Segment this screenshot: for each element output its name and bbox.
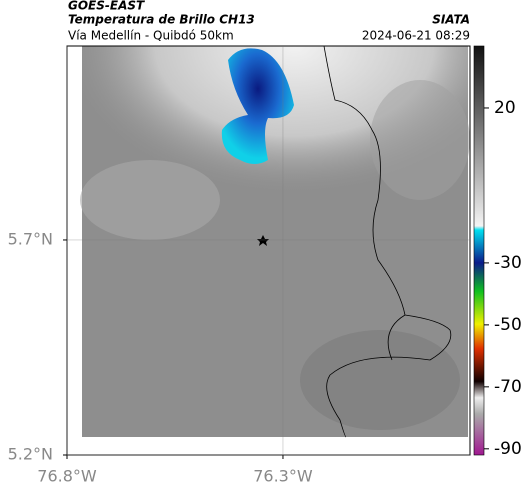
source: SIATA [432, 13, 470, 27]
colorbar-tick-label: -50 [494, 315, 522, 335]
colorbar [473, 45, 485, 456]
border [387, 314, 406, 361]
region: Vía Medellín - Quibdó 50km [68, 29, 234, 43]
product: Temperatura de Brillo CH13 [68, 13, 255, 27]
cold-cloud [221, 48, 294, 165]
colorbar-tick-label: 20 [494, 98, 516, 118]
map-image [80, 45, 470, 438]
location-marker [257, 235, 269, 246]
y-tick-label: 5.2°N [8, 445, 53, 464]
colorbar-tick-label: -70 [494, 377, 522, 397]
x-tick-label: 76.3°W [253, 467, 313, 486]
border [323, 45, 452, 438]
x-tick-label: 76.8°W [37, 467, 97, 486]
colorbar-tick-label: -30 [494, 253, 522, 273]
datetime: 2024-06-21 08:29 [362, 29, 470, 43]
y-tick-label: 5.7°N [8, 229, 53, 248]
colorbar-tick-label: -90 [494, 439, 522, 459]
satellite: GOES-EAST [68, 0, 145, 13]
